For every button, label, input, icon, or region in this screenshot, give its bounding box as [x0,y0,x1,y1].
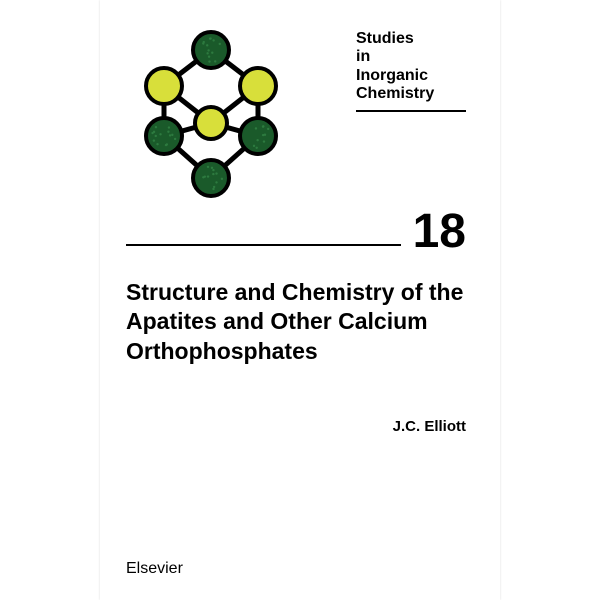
series-line: Inorganic [356,67,466,85]
book-title: Structure and Chemistry of the Apatites … [126,278,466,366]
publisher-name: Elsevier [126,560,183,578]
title-block: Structure and Chemistry of the Apatites … [126,278,466,366]
volume-number: 18 [413,208,466,256]
series-rule [356,110,466,112]
series-line: in [356,48,466,66]
series-line: Studies [356,30,466,48]
molecule-svg [126,28,296,198]
series-block: Studies in Inorganic Chemistry [356,30,466,112]
author-name: J.C. Elliott [393,418,466,435]
series-line: Chemistry [356,85,466,103]
molecule-diagram [126,28,296,203]
volume-rule [126,244,401,246]
volume-row: 18 [126,208,466,256]
book-cover: Studies in Inorganic Chemistry 18 Struct… [100,0,500,600]
